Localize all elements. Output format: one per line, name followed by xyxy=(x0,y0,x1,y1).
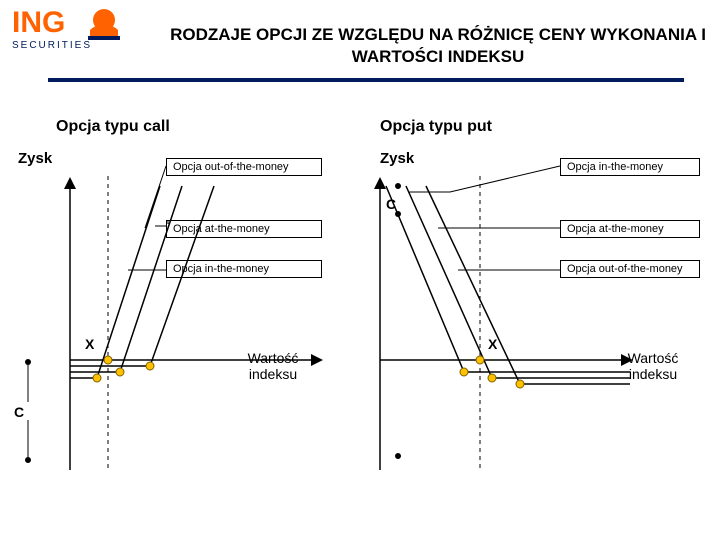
call-chart xyxy=(25,166,320,470)
chart-canvas xyxy=(0,0,720,540)
put-chart xyxy=(380,166,630,470)
